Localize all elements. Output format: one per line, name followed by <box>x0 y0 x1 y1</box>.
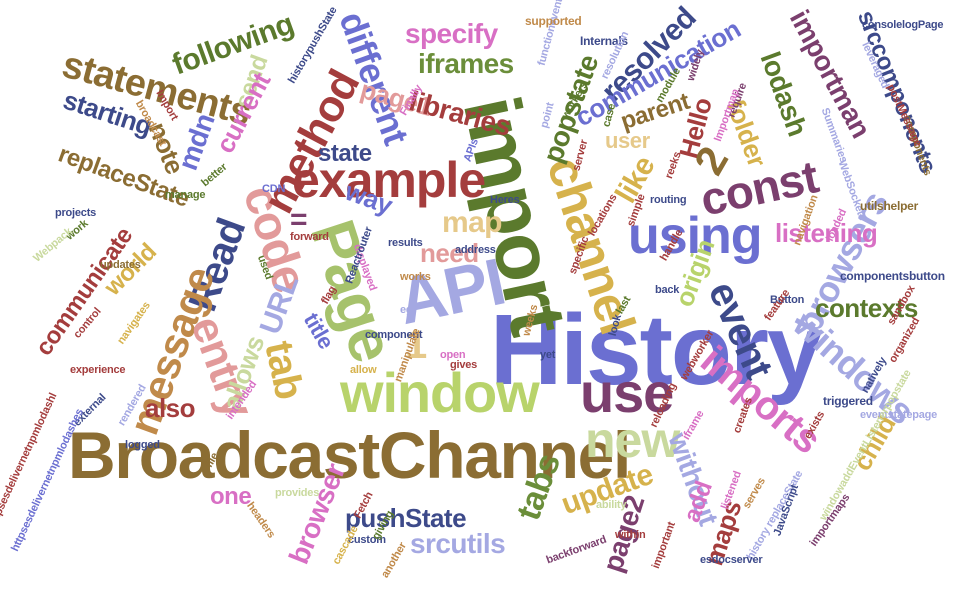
cloud-word: navigates <box>115 299 153 347</box>
cloud-word: state <box>318 140 372 167</box>
cloud-word: better <box>199 161 230 190</box>
cloud-word: utilshelper <box>860 199 919 213</box>
cloud-word: Heres <box>490 194 520 206</box>
cloud-word: gives <box>450 359 478 371</box>
cloud-word: pushState <box>345 503 467 533</box>
cloud-word: within <box>615 529 646 541</box>
cloud-word: eventstatepage <box>860 409 938 421</box>
cloud-word: specify <box>405 18 498 49</box>
cloud-word: consolelogPage <box>862 19 944 31</box>
cloud-word: allow <box>350 364 377 376</box>
cloud-word: 1 <box>405 323 427 367</box>
cloud-word: BroadcastChannel <box>68 418 631 492</box>
cloud-word: CDN <box>262 183 286 195</box>
cloud-word: routing <box>650 194 687 206</box>
cloud-word: also <box>145 393 195 423</box>
cloud-word: headers <box>244 500 278 541</box>
cloud-word: manage <box>165 189 206 201</box>
cloud-word: use <box>580 361 674 424</box>
cloud-word: custom <box>348 534 386 546</box>
cloud-word: works <box>400 271 431 283</box>
cloud-word: results <box>388 237 423 249</box>
cloud-word: updates <box>100 259 141 271</box>
cloud-word: History <box>490 294 823 406</box>
cloud-word: important <box>649 520 678 571</box>
cloud-word: window <box>340 361 540 424</box>
cloud-word: address <box>455 244 496 256</box>
cloud-word: back <box>655 284 680 296</box>
cloud-word: Webpack <box>31 225 75 265</box>
cloud-word: serves <box>740 475 768 511</box>
cloud-word: reeks <box>662 150 684 181</box>
cloud-word: componentsbutton <box>840 269 945 283</box>
cloud-word: contexts <box>815 293 918 323</box>
cloud-word: = <box>290 203 308 236</box>
cloud-word: example <box>292 152 486 208</box>
cloud-word: esdocserver <box>700 554 763 566</box>
cloud-word: following <box>167 7 298 82</box>
cloud-word: srcutils <box>410 528 506 559</box>
cloud-word: eg <box>400 304 413 316</box>
cloud-word: using <box>628 207 763 265</box>
cloud-word: logged <box>125 439 160 451</box>
cloud-word: triggered <box>823 394 873 408</box>
cloud-word: Button <box>770 294 805 306</box>
cloud-word: new <box>585 412 680 468</box>
cloud-word: need <box>420 238 479 268</box>
cloud-word: functioneventt <box>535 0 567 68</box>
cloud-word: experience <box>70 364 126 376</box>
cloud-word: ability <box>596 499 627 511</box>
cloud-word: one <box>210 483 252 510</box>
cloud-word: iframes <box>418 48 514 79</box>
cloud-word: yet <box>540 349 556 361</box>
cloud-word: provides <box>275 487 320 499</box>
cloud-word: supported <box>525 14 582 28</box>
cloud-word: another <box>379 540 409 581</box>
cloud-word: open <box>440 349 466 361</box>
cloud-word: Internals <box>580 34 628 48</box>
cloud-word: map <box>442 206 502 239</box>
cloud-word: lodash <box>754 47 814 140</box>
cloud-word: user <box>605 128 650 153</box>
cloud-word: component <box>365 329 423 341</box>
cloud-word: projects <box>55 207 97 219</box>
cloud-word: listening <box>775 218 878 248</box>
cloud-word: forward <box>290 231 329 243</box>
